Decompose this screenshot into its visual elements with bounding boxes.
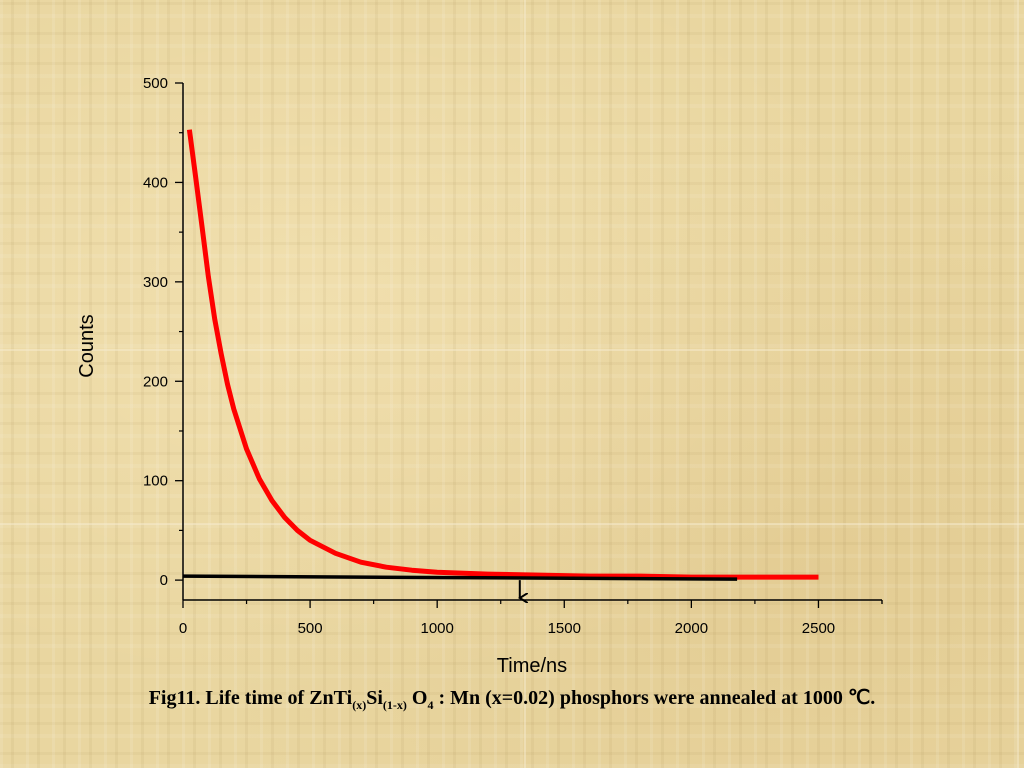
caption-si: Si: [366, 687, 383, 709]
x-tick-label-1500: 1500: [548, 620, 581, 637]
y-tick-label-100: 100: [143, 473, 168, 490]
series-layer: [186, 129, 819, 580]
x-tick-label-2000: 2000: [675, 620, 708, 637]
y-tick-label-400: 400: [143, 174, 168, 191]
x-axis-title: Time/ns: [497, 655, 567, 677]
x-tick-label-500: 500: [298, 620, 323, 637]
caption-prefix: Fig11. Life time of ZnTi: [148, 687, 353, 709]
y-tick-label-500: 500: [143, 75, 168, 92]
decay-curve-series-0: [186, 129, 819, 580]
caption-suffix: : Mn (x=0.02) phosphors were annealed at…: [433, 687, 876, 709]
figure-caption: Fig11. Life time of ZnTi(x)Si(1-x) O4 : …: [0, 685, 1024, 713]
y-tick-label-300: 300: [143, 274, 168, 291]
caption-subscript-1-x: (1-x): [382, 698, 407, 712]
baseline-fit-line: [182, 574, 738, 581]
x-tick-label-1000: 1000: [420, 620, 453, 637]
caption-oxygen: O: [406, 687, 428, 709]
caption-subscript-4: 4: [427, 698, 434, 712]
annotation-layer: [182, 574, 738, 598]
y-axis-title: Counts: [76, 314, 98, 377]
x-tick-label-0: 0: [179, 620, 187, 637]
y-tick-label-0: 0: [160, 572, 168, 589]
y-tick-label-200: 200: [143, 373, 168, 390]
x-tick-label-2500: 2500: [802, 620, 835, 637]
axes: 0 100 200 300 400 500 0 500 1000 1500 2000 2500: [143, 75, 883, 637]
caption-subscript-x: (x): [352, 698, 367, 712]
